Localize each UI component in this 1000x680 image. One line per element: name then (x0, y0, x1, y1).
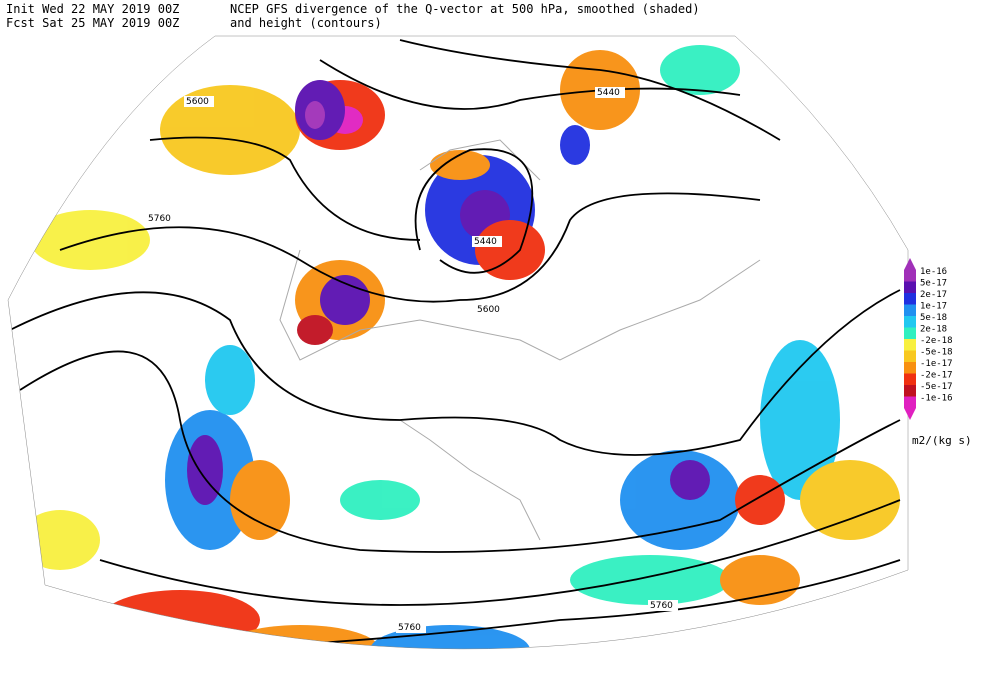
unit-label: m2/(kg s) (912, 434, 972, 447)
map-area (8, 36, 908, 649)
colorbar-swatch (904, 281, 916, 293)
colorbar-label: -5e-17 (920, 382, 953, 392)
colorbar-label: 2e-18 (920, 325, 947, 335)
colorbar-label: -2e-17 (920, 371, 953, 381)
colorbar-label: 2e-17 (920, 290, 947, 300)
shading (20, 45, 900, 649)
colorbar-swatch (904, 396, 916, 408)
colorbar-swatch (904, 293, 916, 305)
forecast-time: Fcst Sat 25 MAY 2019 00Z (6, 16, 179, 30)
colorbar-swatch (904, 316, 916, 328)
contour-label: 5600 (186, 97, 209, 107)
colorbar-swatch (904, 270, 916, 282)
colorbar-label: -2e-18 (920, 336, 953, 346)
colorbar-label: -5e-18 (920, 348, 953, 358)
colorbar-label: -1e-17 (920, 359, 953, 369)
subtitle: and height (contours) (230, 16, 382, 30)
colorbar-label: 5e-17 (920, 279, 947, 289)
contour-label: 5440 (597, 88, 620, 98)
contour-label: 5760 (398, 623, 421, 633)
colorbar-swatch (904, 350, 916, 362)
colorbar-label: -1e-16 (920, 394, 953, 404)
contour-labels: 5600 5440 5760 5440 5600 5760 5760 (146, 87, 678, 633)
contour-label: 5600 (477, 305, 500, 315)
contour-label: 5440 (474, 237, 497, 247)
colorbar-swatch (904, 385, 916, 397)
contour-label: 5760 (148, 214, 171, 224)
colorbar-label: 5e-18 (920, 313, 947, 323)
init-time: Init Wed 22 MAY 2019 00Z (6, 2, 179, 16)
colorbar-swatch (904, 339, 916, 351)
colorbar-swatch (904, 362, 916, 374)
contour-label: 5760 (650, 601, 673, 611)
colorbar-label: 1e-16 (920, 267, 947, 277)
colorbar-label: 1e-17 (920, 302, 947, 312)
colorbar-swatch (904, 304, 916, 316)
colorbar-swatch (904, 373, 916, 385)
colorbar-swatch (904, 327, 916, 339)
title: NCEP GFS divergence of the Q-vector at 5… (230, 2, 700, 16)
